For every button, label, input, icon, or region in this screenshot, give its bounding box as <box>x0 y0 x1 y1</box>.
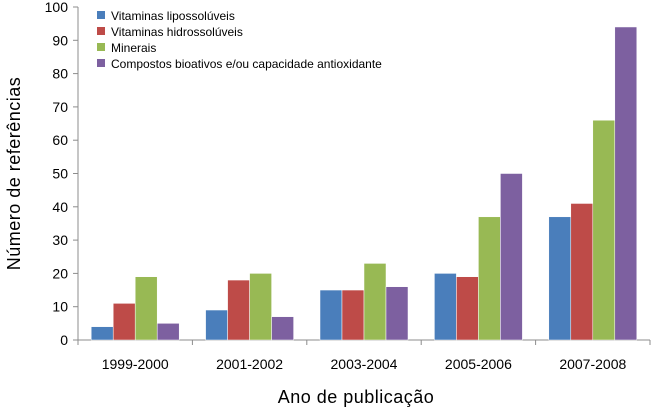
legend-swatch <box>97 27 105 35</box>
bar-series-3-2005-2006 <box>500 173 523 341</box>
bar-series-3-2003-2004 <box>385 286 409 341</box>
y-tick-label: 90 <box>52 32 68 48</box>
y-axis-title: Número de referências <box>4 77 24 271</box>
x-axis: 1999-2000 2001-2002 2003-2004 2005-2006 2007… <box>77 339 651 372</box>
y-tick-label: 0 <box>60 332 68 348</box>
bar-series-2-2005-2006 <box>478 216 501 341</box>
bar-series-3-2001-2002 <box>271 316 294 341</box>
legend-label: Vitaminas hidrossolúveis <box>111 25 243 39</box>
y-tick-label: 80 <box>52 66 68 82</box>
bar-series-1-2007-2008 <box>570 203 594 341</box>
bar-series-0-2001-2002 <box>205 309 228 341</box>
legend-swatch <box>97 11 105 19</box>
bar-series-2-2003-2004 <box>363 263 387 341</box>
legend-swatch <box>97 59 105 67</box>
legend-label: Minerais <box>111 41 156 55</box>
bar-series-0-2007-2008 <box>548 216 572 341</box>
x-axis-title: Ano de publicação <box>278 387 435 407</box>
bar-series-3-1999-2000 <box>156 323 180 341</box>
y-tick-label: 30 <box>52 232 68 248</box>
bar-series-2-1999-2000 <box>134 276 158 341</box>
legend-label: Vitaminas lipossolúveis <box>111 9 235 23</box>
y-tick-label: 60 <box>52 132 68 148</box>
y-tick-label: 50 <box>52 166 68 182</box>
x-tick-label: 2005-2006 <box>445 356 512 372</box>
y-tick-label: 70 <box>52 99 68 115</box>
y-tick-label: 100 <box>45 0 69 15</box>
y-tick-label: 20 <box>52 265 68 281</box>
y-tick-label: 40 <box>52 199 68 215</box>
x-tick-label: 1999-2000 <box>102 356 169 372</box>
bar-series-2-2001-2002 <box>249 273 272 341</box>
bar-series-0-2005-2006 <box>434 273 457 341</box>
legend-label: Compostos bioativos e/ou capacidade anti… <box>111 57 382 71</box>
bar-series-2-2007-2008 <box>592 119 616 341</box>
bar-series-3-2007-2008 <box>614 26 638 341</box>
x-tick-label: 2001-2002 <box>216 356 283 372</box>
bar-series-1-1999-2000 <box>112 303 136 341</box>
bar-series-0-1999-2000 <box>90 326 114 341</box>
x-tick-label: 2007-2008 <box>559 356 626 372</box>
y-axis: 0 10 20 30 40 50 60 70 80 90 100 <box>45 0 79 348</box>
bar-series-0-2003-2004 <box>319 289 343 341</box>
bars <box>90 26 638 341</box>
bar-series-1-2003-2004 <box>341 289 365 341</box>
y-tick-label: 10 <box>52 299 68 315</box>
x-tick-label: 2003-2004 <box>331 356 398 372</box>
bar-series-1-2005-2006 <box>456 276 479 341</box>
bar-series-1-2001-2002 <box>227 279 250 341</box>
legend-swatch <box>97 43 105 51</box>
legend: Vitaminas lipossolúveis Vitaminas hidross… <box>97 9 382 71</box>
